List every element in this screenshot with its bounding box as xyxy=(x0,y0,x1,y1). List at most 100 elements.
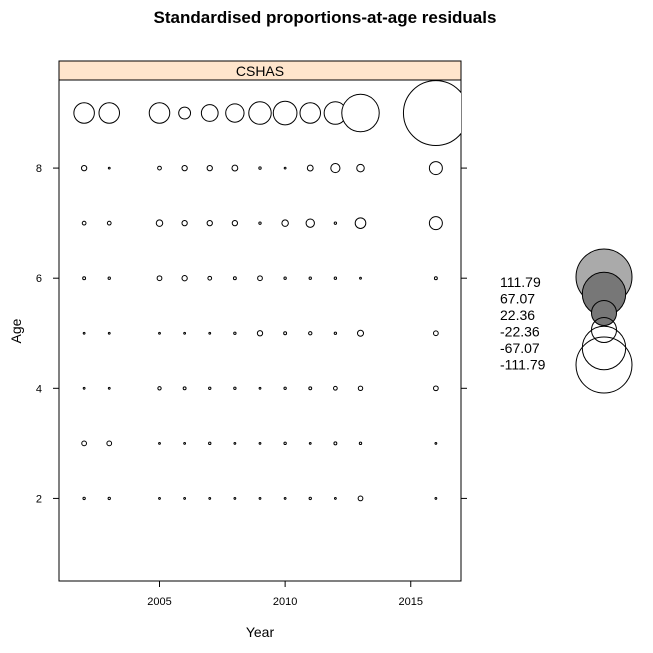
bubble-point xyxy=(356,329,365,337)
bubble-point xyxy=(272,100,298,126)
bubble-point xyxy=(183,441,187,445)
legend-label: 22.36 xyxy=(500,307,535,323)
bubble-point xyxy=(81,220,87,226)
bubble-point xyxy=(208,386,212,390)
bubble-point xyxy=(183,331,187,335)
bubble-point xyxy=(283,331,288,336)
bubble-point xyxy=(233,441,237,445)
bubble-point xyxy=(341,93,380,133)
bubble-point xyxy=(357,385,364,392)
bubble-point xyxy=(354,217,367,229)
bubble-point xyxy=(308,276,312,280)
bubble-point xyxy=(81,440,87,447)
bubble-point xyxy=(433,330,439,337)
bubble-point xyxy=(208,331,212,335)
y-tick-label: 2 xyxy=(36,493,42,505)
bubble-point xyxy=(308,386,313,391)
bubble-point xyxy=(333,385,338,391)
bubble-point xyxy=(181,219,188,227)
chart-title: Standardised proportions-at-age residual… xyxy=(154,8,497,27)
bubble-point xyxy=(80,164,88,172)
y-tick-label: 4 xyxy=(36,383,42,395)
legend-label: 111.79 xyxy=(500,274,541,290)
bubble-point xyxy=(200,104,219,122)
bubble-point xyxy=(308,496,312,501)
bubble-point xyxy=(305,218,315,228)
bubble-point xyxy=(82,386,86,390)
bubble-point xyxy=(257,275,263,282)
bubble-point xyxy=(106,440,113,447)
bubble-point xyxy=(107,496,111,501)
bubble-point xyxy=(107,331,111,335)
bubble-point xyxy=(208,497,212,500)
legend-label: 67.07 xyxy=(500,291,535,307)
bubble-point xyxy=(158,497,161,500)
bubble-point xyxy=(231,164,239,172)
bubble-point xyxy=(258,441,262,445)
y-tick-label: 6 xyxy=(36,273,42,285)
bubble-point xyxy=(308,441,312,445)
panel-strip-label: CSHAS xyxy=(236,63,284,79)
bubble-point xyxy=(182,386,187,391)
bubble-point xyxy=(157,165,162,171)
bubble-point xyxy=(225,103,245,123)
bubble-point xyxy=(231,219,239,227)
legend-label: -67.07 xyxy=(500,340,540,356)
bubble-point xyxy=(98,102,121,124)
bubble-point xyxy=(434,441,438,445)
bubble-point xyxy=(357,495,364,502)
bubble-point xyxy=(158,331,161,335)
bubble-point xyxy=(283,441,287,446)
bubble-point xyxy=(256,330,264,337)
bubble-point xyxy=(333,441,338,446)
x-axis-label: Year xyxy=(246,624,275,640)
x-tick-label: 2010 xyxy=(273,596,297,608)
bubble-point xyxy=(107,276,111,280)
bubble-point xyxy=(428,216,443,231)
bubble-point xyxy=(206,164,213,172)
bubble-point xyxy=(107,386,111,390)
bubble-point xyxy=(283,166,287,170)
bubble-point xyxy=(178,106,192,120)
bubble-point xyxy=(233,497,237,500)
bubble-point xyxy=(402,80,461,146)
bubble-point xyxy=(232,276,237,281)
bubble-point xyxy=(258,386,262,390)
bubble-point xyxy=(148,102,171,124)
bubble-point xyxy=(333,221,338,225)
bubble-point xyxy=(359,276,362,280)
bubble-point xyxy=(248,101,272,125)
bubble-point xyxy=(283,497,287,500)
bubble-point xyxy=(333,497,337,500)
bubble-point xyxy=(157,386,162,391)
bubble-point xyxy=(206,219,213,227)
bubble-point xyxy=(333,331,338,335)
bubble-point xyxy=(208,441,212,446)
y-axis: 2 4 6 8 xyxy=(36,163,467,505)
bubble-point xyxy=(283,276,287,280)
legend-bubble xyxy=(575,336,633,394)
bubble-point xyxy=(207,275,213,281)
bubble-point xyxy=(434,497,438,500)
bubble-point xyxy=(181,275,188,282)
bubble-point xyxy=(258,166,262,170)
plot-points xyxy=(73,80,461,502)
bubble-point xyxy=(433,276,438,281)
x-tick-label: 2015 xyxy=(399,596,423,608)
plot-area xyxy=(58,79,462,582)
y-axis-label: Age xyxy=(8,318,24,343)
bubble-point xyxy=(283,386,287,390)
bubble-point xyxy=(82,276,87,281)
bubble-point xyxy=(82,331,86,335)
bubble-point xyxy=(155,219,164,227)
bubble-point xyxy=(106,220,112,226)
bubble-point xyxy=(258,221,262,225)
bubble-point xyxy=(233,386,237,390)
legend-label: -111.79 xyxy=(500,357,546,373)
x-axis: 2005 2010 2015 xyxy=(147,581,423,608)
bubble-point xyxy=(306,164,314,172)
y-tick-label: 8 xyxy=(36,163,42,175)
bubble-point xyxy=(82,496,86,501)
